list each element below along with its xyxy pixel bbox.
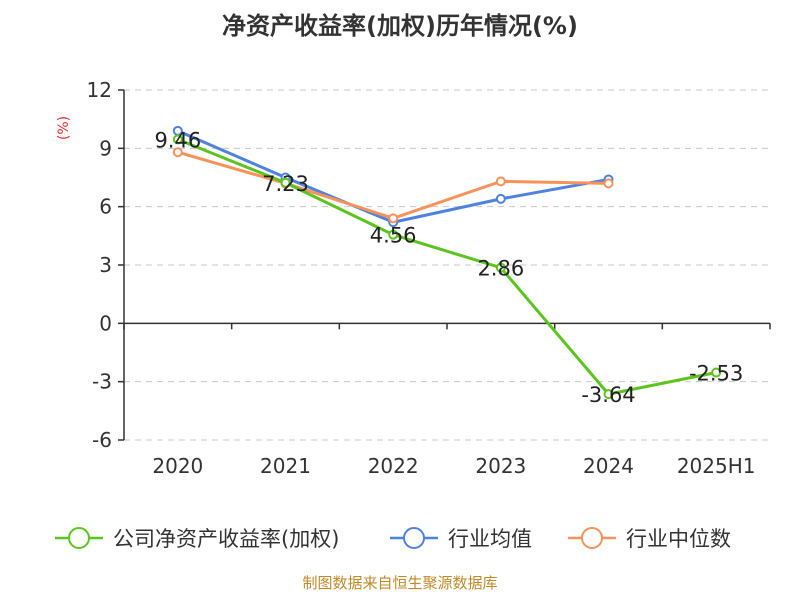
y-tick-label: -3: [92, 370, 112, 394]
legend: 公司净资产收益率(加权) 行业均值 行业中位数: [55, 527, 731, 551]
source-note: 制图数据来自恒生聚源数据库: [302, 574, 497, 592]
data-point: [172, 147, 183, 158]
y-ticks: 12 9 6 3 0 -3 -6: [87, 78, 124, 452]
x-tick-label: 2025H1: [677, 454, 756, 478]
data-label: -3.64: [581, 383, 635, 407]
data-labels: 9.46 7.23 4.56 2.86 -3.64 -2.53: [154, 128, 743, 407]
data-point: [280, 177, 291, 188]
series-line: [177, 150, 609, 220]
data-label: 7.23: [262, 172, 309, 196]
data-label: 4.56: [370, 224, 417, 248]
series-group: [172, 125, 722, 400]
legend-label: 行业中位数: [626, 527, 731, 551]
series-line: [177, 137, 717, 396]
chart-title: 净资产收益率(加权)历年情况(%): [222, 12, 578, 40]
data-point: [388, 229, 399, 240]
data-point: [495, 176, 506, 187]
data-label: 9.46: [154, 128, 201, 152]
x-tick-label: 2021: [260, 454, 311, 478]
x-tick-label: 2024: [583, 454, 634, 478]
data-point: [603, 178, 614, 189]
x-tick-label: 2022: [368, 454, 419, 478]
data-label: -2.53: [689, 362, 743, 386]
legend-label: 行业均值: [448, 527, 532, 551]
data-point: [172, 134, 183, 145]
data-point: [711, 367, 722, 378]
series-line: [177, 129, 609, 224]
x-ticks: 2020 2021 2022 2023 2024 2025H1: [152, 454, 755, 478]
y-unit-label: (%): [56, 116, 72, 140]
y-tick-label: 12: [87, 78, 112, 102]
y-tick-label: 0: [99, 311, 112, 335]
x-tick-label: 2023: [475, 454, 526, 478]
legend-swatch-marker: [581, 527, 603, 549]
legend-label: 公司净资产收益率(加权): [113, 527, 339, 551]
data-point: [495, 193, 506, 204]
y-tick-label: 9: [99, 136, 112, 160]
legend-swatch-marker: [68, 527, 90, 549]
grid: [124, 89, 770, 441]
y-tick-label: 3: [99, 253, 112, 277]
y-tick-label: -6: [92, 428, 112, 452]
y-tick-label: 6: [99, 195, 112, 219]
data-point: [603, 389, 614, 400]
data-label: 2.86: [477, 257, 524, 281]
x-tick-label: 2020: [152, 454, 203, 478]
data-point: [388, 213, 399, 224]
legend-swatch-marker: [403, 527, 425, 549]
data-point: [495, 262, 506, 273]
